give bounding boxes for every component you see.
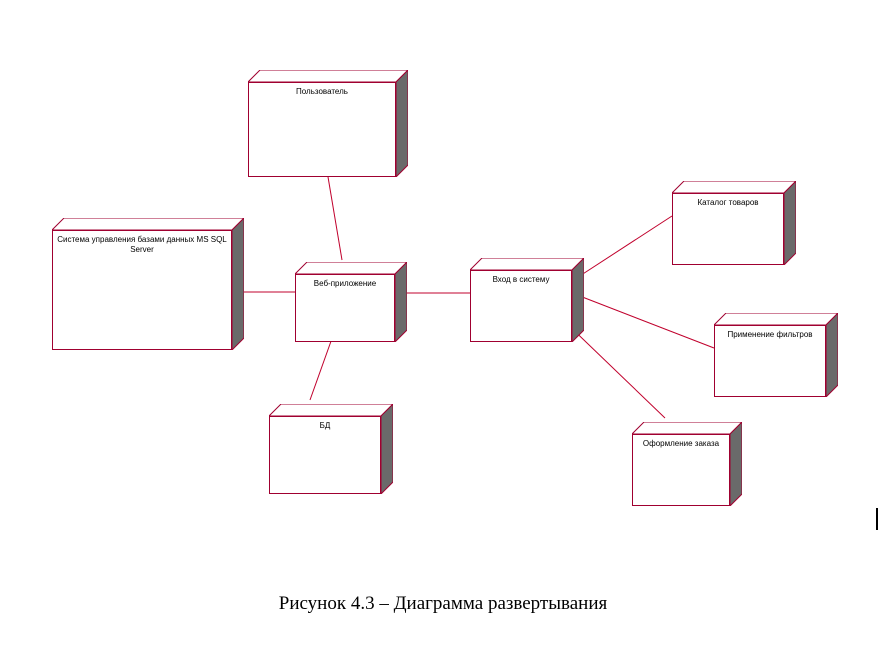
node-user: Пользователь — [248, 70, 408, 177]
text-cursor — [876, 508, 878, 530]
node-face: Вход в систему — [470, 270, 572, 342]
edge-login-catalog — [572, 216, 672, 281]
node-face: Применение фильтров — [714, 325, 826, 397]
node-face: Каталог товаров — [672, 193, 784, 265]
node-face: Система управления базами данных MS SQL … — [52, 230, 232, 350]
node-label: Каталог товаров — [693, 198, 762, 208]
node-label: Применение фильтров — [723, 330, 816, 340]
deployment-diagram: Пользователь Система управления базами да… — [0, 0, 886, 560]
node-db: БД — [269, 404, 393, 494]
figure-caption: Рисунок 4.3 – Диаграмма развертывания — [279, 593, 607, 614]
node-catalog: Каталог товаров — [672, 181, 796, 265]
node-face: Веб-приложение — [295, 274, 395, 342]
node-login: Вход в систему — [470, 258, 584, 342]
edge-user-webapp — [326, 165, 342, 260]
node-label: БД — [316, 421, 335, 431]
node-dbms: Система управления базами данных MS SQL … — [52, 218, 244, 350]
node-label: Система управления базами данных MS SQL … — [53, 235, 231, 254]
node-order: Оформление заказа — [632, 422, 742, 506]
node-face: Оформление заказа — [632, 434, 730, 506]
edge-login-filters — [572, 293, 714, 348]
node-label: Веб-приложение — [310, 279, 380, 289]
node-face: БД — [269, 416, 381, 494]
node-filters: Применение фильтров — [714, 313, 838, 397]
node-label: Оформление заказа — [639, 439, 723, 449]
node-webapp: Веб-приложение — [295, 262, 407, 342]
node-label: Пользователь — [292, 87, 352, 97]
node-label: Вход в систему — [489, 275, 554, 285]
node-face: Пользователь — [248, 82, 396, 177]
figure-caption-row: Рисунок 4.3 – Диаграмма развертывания — [0, 593, 886, 615]
